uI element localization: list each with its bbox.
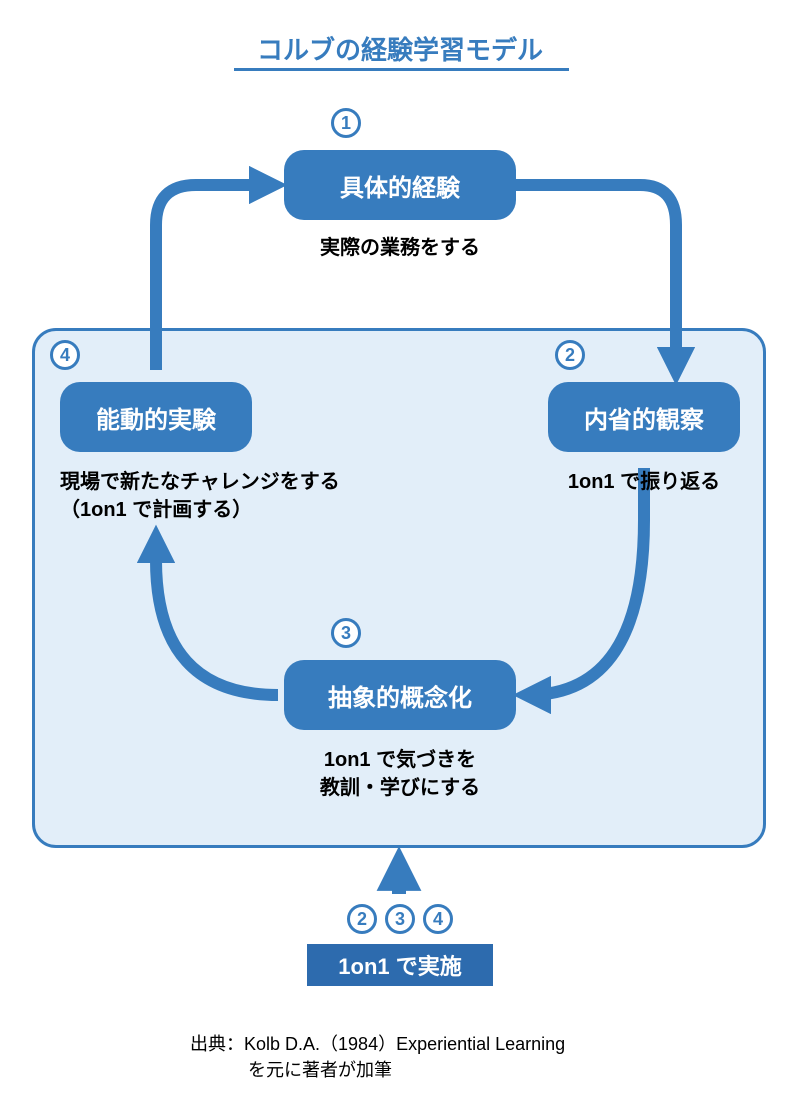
step-number-2: 2 bbox=[555, 340, 585, 370]
citation-line-2: を元に著者が加筆 bbox=[190, 1056, 565, 1082]
node-active-experimentation: 能動的実験 bbox=[60, 382, 252, 452]
caption-active-experimentation: 現場で新たなチャレンジをする （1on1 で計画する） bbox=[60, 468, 360, 524]
bottom-bar-1on1: 1on1 で実施 bbox=[307, 944, 493, 986]
step-number-4: 4 bbox=[50, 340, 80, 370]
diagram-title: コルブの経験学習モデル bbox=[0, 30, 800, 67]
citation-line-1: 出典：Kolb D.A.（1984）Experiential Learning bbox=[190, 1030, 565, 1056]
bottom-circle-4: 4 bbox=[423, 904, 453, 934]
step-number-1: 1 bbox=[331, 108, 361, 138]
node-concrete-experience: 具体的経験 bbox=[284, 150, 516, 220]
step-number-3: 3 bbox=[331, 618, 361, 648]
caption-reflective-observation: 1on1 で振り返る bbox=[544, 468, 744, 496]
node-abstract-conceptualization: 抽象的概念化 bbox=[284, 660, 516, 730]
title-underline bbox=[234, 68, 569, 71]
caption-abstract-conceptualization: 1on1 で気づきを 教訓・学びにする bbox=[300, 746, 500, 802]
bottom-circle-3: 3 bbox=[385, 904, 415, 934]
caption-concrete-experience: 実際の業務をする bbox=[300, 234, 500, 262]
bottom-circle-2: 2 bbox=[347, 904, 377, 934]
node-reflective-observation: 内省的観察 bbox=[548, 382, 740, 452]
citation: 出典：Kolb D.A.（1984）Experiential Learning … bbox=[190, 1030, 565, 1082]
diagram-canvas: コルブの経験学習モデル 1 具体的経験 実際の業務をする 2 内省的観察 1on… bbox=[0, 0, 800, 1118]
